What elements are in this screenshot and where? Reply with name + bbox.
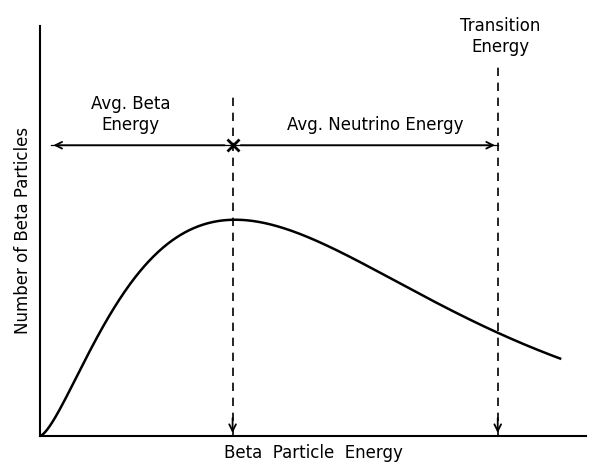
Y-axis label: Number of Beta Particles: Number of Beta Particles [14,128,32,335]
Text: Avg. Neutrino Energy: Avg. Neutrino Energy [287,116,464,134]
Text: Transition
Energy: Transition Energy [460,17,541,56]
X-axis label: Beta  Particle  Energy: Beta Particle Energy [224,444,403,462]
Text: Avg. Beta
Energy: Avg. Beta Energy [91,95,170,134]
